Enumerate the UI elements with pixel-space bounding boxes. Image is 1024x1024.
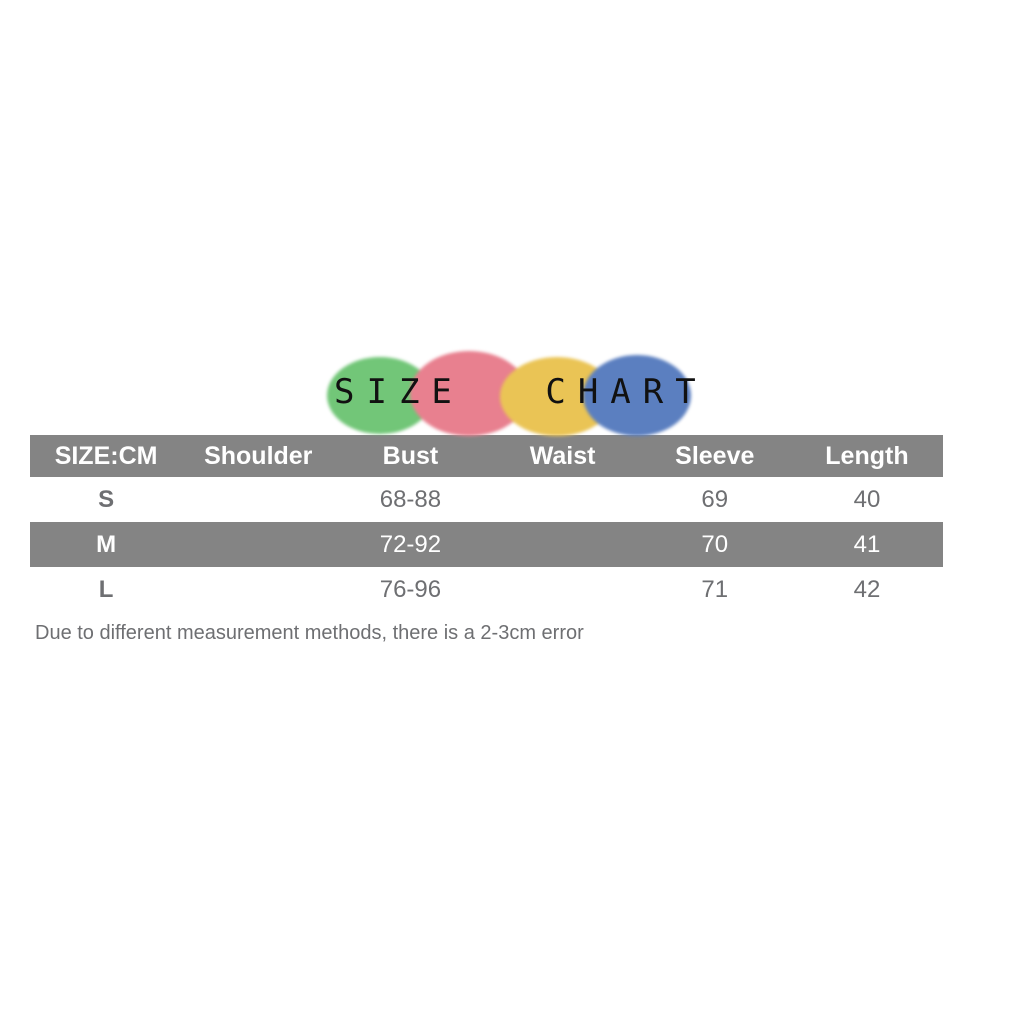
cell-l-sleeve: 71 bbox=[701, 576, 729, 603]
header-cell-length: Length bbox=[825, 442, 909, 470]
table-row-size-l: L 76-96 71 42 bbox=[30, 567, 943, 612]
cell-l-size: L bbox=[98, 576, 114, 603]
cell-s-size: S bbox=[98, 486, 115, 513]
cell-s-length: 40 bbox=[853, 486, 881, 513]
cell-m-sleeve: 70 bbox=[701, 531, 729, 558]
table-row-size-m: M 72-92 70 41 bbox=[30, 522, 943, 567]
size-chart-title: SIZE CHART bbox=[0, 345, 1024, 437]
cell-s-shoulder bbox=[182, 477, 334, 522]
header-cell-bust: Bust bbox=[382, 442, 439, 470]
cell-m-size: M bbox=[96, 531, 117, 558]
cell-l-waist bbox=[487, 567, 639, 612]
cell-s-waist bbox=[487, 477, 639, 522]
header-cell-size: SIZE:CM bbox=[54, 442, 158, 470]
header-cell-sleeve: Sleeve bbox=[675, 442, 755, 470]
size-table-header-row: SIZE:CM Shoulder Bust Waist Sleeve Lengt… bbox=[30, 435, 943, 477]
blue-circle-icon bbox=[583, 355, 691, 436]
cell-l-shoulder bbox=[182, 567, 334, 612]
cell-m-bust: 72-92 bbox=[379, 531, 442, 558]
header-cell-waist: Waist bbox=[529, 442, 596, 470]
cell-l-bust: 76-96 bbox=[379, 576, 442, 603]
size-chart-title-text: SIZE CHART bbox=[334, 372, 708, 412]
size-table: SIZE:CM Shoulder Bust Waist Sleeve Lengt… bbox=[30, 435, 943, 612]
cell-s-bust: 68-88 bbox=[379, 486, 442, 513]
header-cell-shoulder: Shoulder bbox=[204, 442, 313, 470]
cell-l-length: 42 bbox=[853, 576, 881, 603]
table-row-size-s: S 68-88 69 40 bbox=[30, 477, 943, 522]
cell-m-waist bbox=[487, 522, 639, 567]
cell-s-sleeve: 69 bbox=[701, 486, 729, 513]
cell-m-length: 41 bbox=[853, 531, 881, 558]
cell-m-shoulder bbox=[182, 522, 334, 567]
measurement-note: Due to different measurement methods, th… bbox=[35, 622, 584, 644]
